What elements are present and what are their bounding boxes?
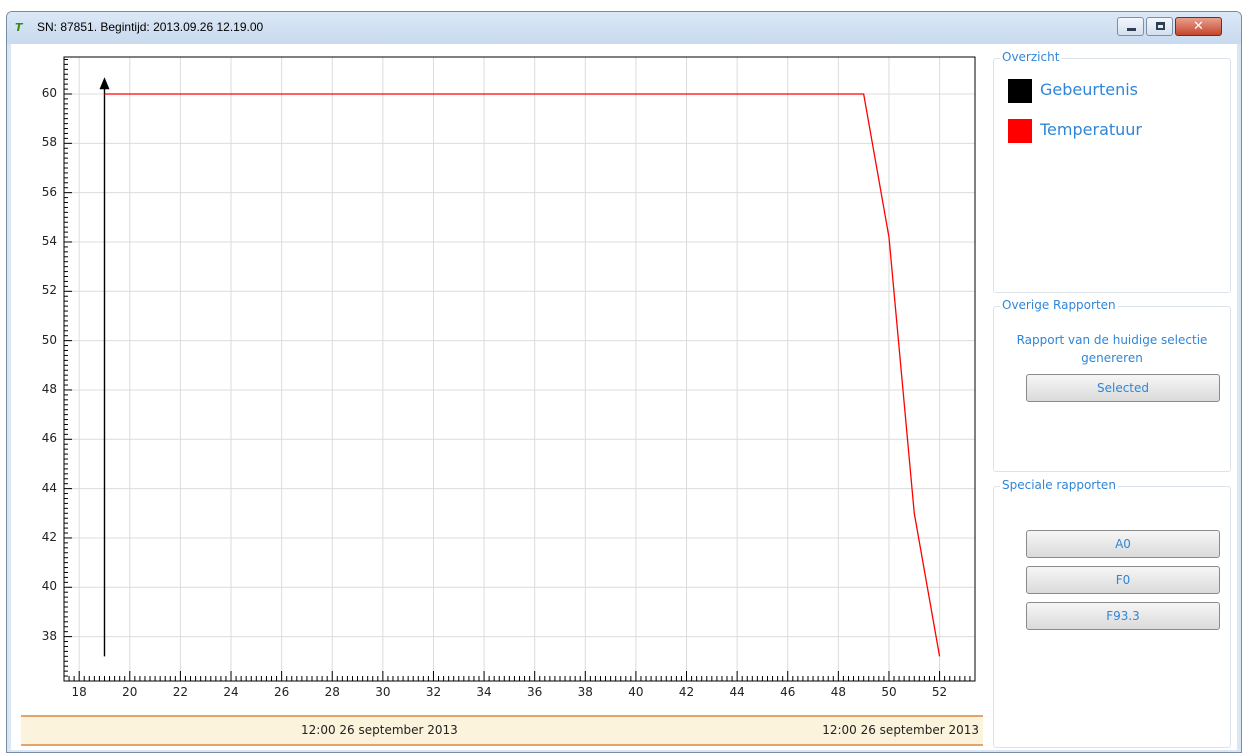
x-tick-label: 38 bbox=[577, 685, 593, 699]
minimize-button[interactable] bbox=[1117, 17, 1144, 36]
y-tick-label: 56 bbox=[41, 184, 57, 199]
temperature-chart[interactable] bbox=[63, 56, 983, 690]
x-tick-label: 28 bbox=[324, 685, 340, 699]
y-tick-label: 40 bbox=[41, 579, 57, 594]
maximize-button[interactable] bbox=[1146, 17, 1173, 36]
title-bar[interactable]: T SN: 87851. Begintijd: 2013.09.26 12.19… bbox=[7, 12, 1241, 44]
x-tick-label: 18 bbox=[71, 685, 87, 699]
legend-label-temperatuur: Temperatuur bbox=[1040, 120, 1142, 139]
y-tick-label: 50 bbox=[41, 332, 57, 347]
time-range-end: 12:00 26 september 2013 bbox=[822, 723, 979, 737]
y-tick-label: 54 bbox=[41, 233, 57, 248]
close-icon: ✕ bbox=[1193, 19, 1204, 34]
x-tick-label: 50 bbox=[881, 685, 897, 699]
f0-report-button[interactable]: F0 bbox=[1026, 566, 1220, 594]
x-tick-label: 40 bbox=[628, 685, 644, 699]
y-tick-label: 48 bbox=[41, 381, 57, 396]
x-tick-label: 46 bbox=[780, 685, 796, 699]
minimize-icon bbox=[1127, 28, 1136, 31]
close-button[interactable]: ✕ bbox=[1175, 17, 1222, 36]
x-tick-label: 48 bbox=[830, 685, 846, 699]
maximize-icon bbox=[1156, 22, 1165, 30]
overige-rapporten-title: Overige Rapporten bbox=[1000, 298, 1118, 312]
overzicht-panel: Overzicht Gebeurtenis Temperatuur bbox=[993, 50, 1231, 293]
x-tick-label: 42 bbox=[678, 685, 695, 699]
x-tick-label: 36 bbox=[527, 685, 543, 699]
x-tick-label: 26 bbox=[273, 685, 290, 699]
app-logo-icon: T bbox=[15, 21, 23, 34]
legend-swatch-temperatuur bbox=[1008, 119, 1032, 143]
overzicht-title: Overzicht bbox=[1000, 50, 1062, 64]
x-tick-label: 44 bbox=[729, 685, 745, 699]
y-tick-label: 38 bbox=[41, 628, 57, 643]
y-tick-label: 52 bbox=[41, 283, 57, 298]
x-tick-label: 30 bbox=[375, 685, 391, 699]
x-tick-label: 34 bbox=[476, 685, 492, 699]
y-tick-label: 42 bbox=[41, 529, 57, 544]
chart-area[interactable]: 38 40 42 44 46 48 50 52 54 56 58 60 18 20 22 24 26 28 30 32… bbox=[42, 56, 983, 699]
y-tick-label: 44 bbox=[41, 480, 57, 495]
f93-report-button[interactable]: F93.3 bbox=[1026, 602, 1220, 630]
time-range-start: 12:00 26 september 2013 bbox=[301, 723, 458, 737]
legend-label-gebeurtenis: Gebeurtenis bbox=[1040, 80, 1138, 99]
x-tick-label: 24 bbox=[223, 685, 239, 699]
series-line-temperatuur[interactable] bbox=[104, 93, 941, 657]
client-area: 38 40 42 44 46 48 50 52 54 56 58 60 18 20 22 24 26 28 30 32… bbox=[11, 44, 1237, 750]
y-tick-label: 60 bbox=[41, 85, 57, 100]
x-tick-label: 22 bbox=[172, 685, 189, 699]
event-arrowhead bbox=[99, 77, 110, 90]
overige-rapporten-description: Rapport van de huidige selectie generere… bbox=[1016, 333, 1208, 365]
x-tick-label: 32 bbox=[425, 685, 442, 699]
overige-rapporten-panel: Overige Rapporten Rapport van de huidige… bbox=[993, 298, 1231, 472]
window-title: SN: 87851. Begintijd: 2013.09.26 12.19.0… bbox=[37, 20, 264, 34]
a0-report-button[interactable]: A0 bbox=[1026, 530, 1220, 558]
y-tick-label: 46 bbox=[41, 431, 57, 446]
plot-background bbox=[64, 57, 975, 681]
speciale-rapporten-panel: Speciale rapporten A0 F0 F93.3 bbox=[993, 478, 1231, 748]
x-tick-label: 20 bbox=[122, 685, 138, 699]
selected-report-button[interactable]: Selected bbox=[1026, 374, 1220, 402]
y-tick-label: 58 bbox=[41, 135, 57, 150]
speciale-rapporten-title: Speciale rapporten bbox=[1000, 478, 1118, 492]
legend-swatch-gebeurtenis bbox=[1008, 79, 1032, 103]
time-range-bar[interactable]: 12:00 26 september 2013 12:00 26 septemb… bbox=[21, 715, 983, 746]
app-window: T SN: 87851. Begintijd: 2013.09.26 12.19… bbox=[6, 11, 1242, 753]
x-tick-label: 52 bbox=[931, 685, 948, 699]
